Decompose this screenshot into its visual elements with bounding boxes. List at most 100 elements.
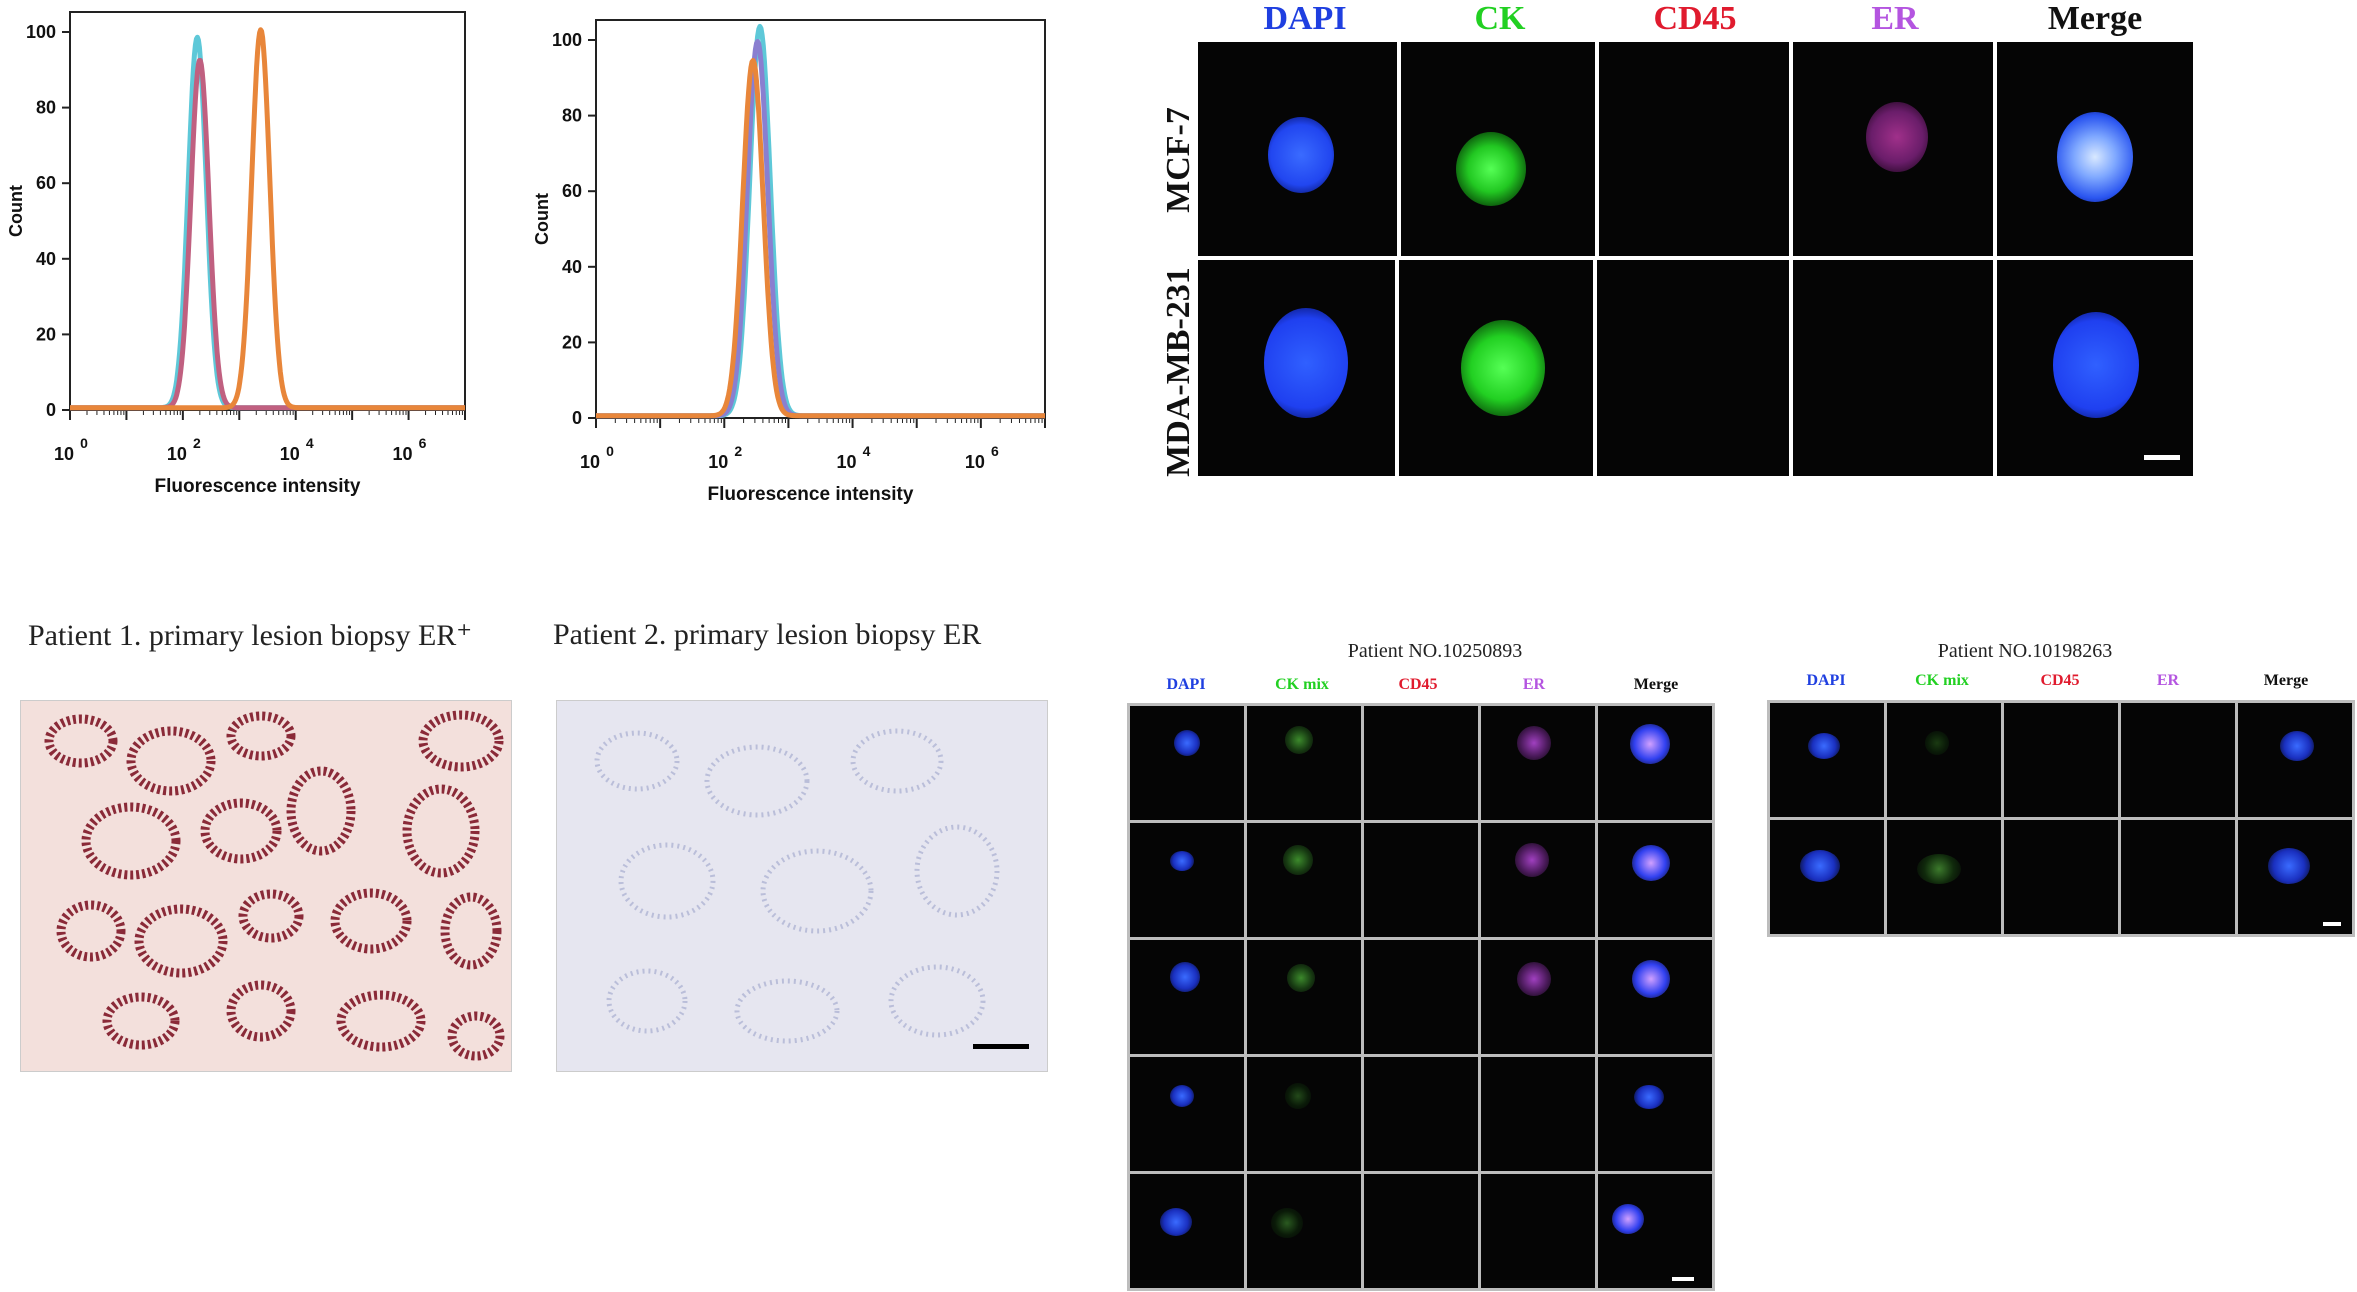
cell-blob — [1925, 731, 1949, 755]
x-tick-exponent: 2 — [193, 435, 201, 451]
micrograph-cell — [1598, 823, 1712, 937]
micrograph-cell — [1247, 823, 1361, 937]
x-tick-label: 10 — [54, 444, 74, 464]
cell-blob — [1808, 733, 1840, 759]
cell-blob — [1634, 1085, 1664, 1109]
micrograph-cell — [1598, 706, 1712, 820]
caption-patient-2: Patient 2. primary lesion biopsy ER — [553, 618, 982, 651]
cell-blob — [1170, 962, 1200, 992]
p1-header-er: ER — [1522, 676, 1546, 693]
histogram-series-1 — [594, 23, 1047, 419]
p1-header-dapi: DAPI — [1166, 676, 1206, 693]
y-tick-label: 0 — [46, 400, 56, 420]
x-tick-exponent: 0 — [80, 435, 88, 451]
micrograph-cell — [2238, 703, 2352, 817]
micrograph-cell — [1364, 706, 1478, 820]
cell-blob — [2268, 848, 2310, 884]
cell-blob — [1285, 1083, 1311, 1109]
cell-blob — [1174, 730, 1200, 756]
x-tick-exponent: 4 — [306, 435, 314, 451]
micrograph-cell — [1130, 823, 1244, 937]
micrograph-mcf7-dapi — [1198, 42, 1397, 256]
x-tick-label: 10 — [837, 452, 857, 472]
header-ck: CK — [1474, 0, 1526, 37]
row-label-mda-mb-231: MDA-MB-231 — [1160, 267, 1197, 477]
scale-bar — [1672, 1277, 1694, 1281]
micrograph-cell — [2121, 703, 2235, 817]
y-tick-label: 40 — [36, 249, 56, 269]
micrograph-cell — [1481, 823, 1595, 937]
micrograph-cell — [2004, 703, 2118, 817]
x-axis-label: Fluorescence intensity — [708, 484, 914, 505]
micrograph-mcf7-ck — [1401, 42, 1595, 256]
x-tick-label: 10 — [393, 444, 413, 464]
header-cd45: CD45 — [1653, 0, 1737, 37]
micrograph-mcf7-er — [1793, 42, 1993, 256]
y-tick-label: 100 — [552, 30, 582, 50]
micrograph-cell — [1770, 820, 1884, 934]
x-tick-exponent: 2 — [734, 443, 742, 459]
p1-header-cd45: CD45 — [1398, 676, 1438, 693]
y-tick-label: 80 — [562, 106, 582, 126]
x-tick-exponent: 0 — [606, 443, 614, 459]
p2-header-ck: CK mix — [1915, 672, 1969, 689]
cell-blob — [1612, 1204, 1644, 1234]
cell-blob — [1917, 854, 1961, 884]
x-tick-label: 10 — [965, 452, 985, 472]
y-tick-label: 20 — [562, 332, 582, 352]
p2-header-dapi: DAPI — [1806, 672, 1846, 689]
micrograph-cell — [1364, 823, 1478, 937]
micrograph-cell — [1130, 706, 1244, 820]
micrograph-mcf7-cd45 — [1599, 42, 1789, 256]
plot-frame — [595, 19, 1046, 419]
ihc-image-patient-1 — [20, 700, 512, 1072]
y-axis-label: Count — [532, 193, 552, 245]
scale-bar — [973, 1044, 1029, 1049]
micrograph-cell — [1247, 940, 1361, 1054]
cell-blob — [1630, 724, 1670, 764]
y-tick-label: 60 — [562, 181, 582, 201]
x-tick-label: 10 — [580, 452, 600, 472]
caption-patient-1: Patient 1. primary lesion biopsy ER⁺ — [28, 619, 473, 652]
cell-blob — [2280, 731, 2314, 761]
header-merge: Merge — [2047, 0, 2143, 37]
micrograph-cell — [1598, 1174, 1712, 1288]
p2-header-er: ER — [2156, 672, 2180, 689]
scale-bar — [2144, 455, 2180, 460]
micrograph-cell — [1481, 940, 1595, 1054]
p2-header-cd45: CD45 — [2040, 672, 2080, 689]
scale-bar — [2323, 922, 2341, 926]
cell-blob — [1271, 1208, 1303, 1238]
micrograph-mda-merge — [1997, 260, 2193, 476]
cell-blob — [1285, 726, 1313, 754]
micrograph-cell — [1130, 1174, 1244, 1288]
micrograph-cell — [2238, 820, 2352, 934]
micrograph-cell — [1598, 1057, 1712, 1171]
ihc-glands-er-positive — [44, 710, 505, 1061]
micrograph-mda-ck — [1399, 260, 1593, 476]
cell-blob — [1517, 726, 1551, 760]
p1-header-ck: CK mix — [1275, 676, 1329, 693]
histogram-series-2 — [594, 39, 1047, 419]
micrograph-cell — [1481, 1057, 1595, 1171]
cell-blob — [1160, 1208, 1192, 1236]
header-er: ER — [1871, 0, 1919, 37]
micrograph-mcf7-merge — [1997, 42, 2193, 256]
micrograph-cell — [2004, 820, 2118, 934]
y-tick-label: 80 — [36, 98, 56, 118]
patient-label-2: Patient NO.10198263 — [1937, 640, 2113, 662]
micrograph-cell — [1247, 1057, 1361, 1171]
p2-header-merge: Merge — [2263, 672, 2309, 689]
x-tick-exponent: 6 — [991, 443, 999, 459]
cell-blob — [1283, 845, 1313, 875]
micrograph-mda-dapi — [1198, 260, 1395, 476]
micrograph-cell — [1598, 940, 1712, 1054]
p1-header-merge: Merge — [1633, 676, 1679, 693]
micrograph-cell — [1130, 940, 1244, 1054]
cell-blob — [1515, 843, 1549, 877]
y-tick-label: 0 — [572, 408, 582, 428]
cell-blob — [1170, 851, 1194, 871]
x-axis-label: Fluorescence intensity — [155, 476, 361, 497]
micrograph-cell — [1887, 820, 2001, 934]
